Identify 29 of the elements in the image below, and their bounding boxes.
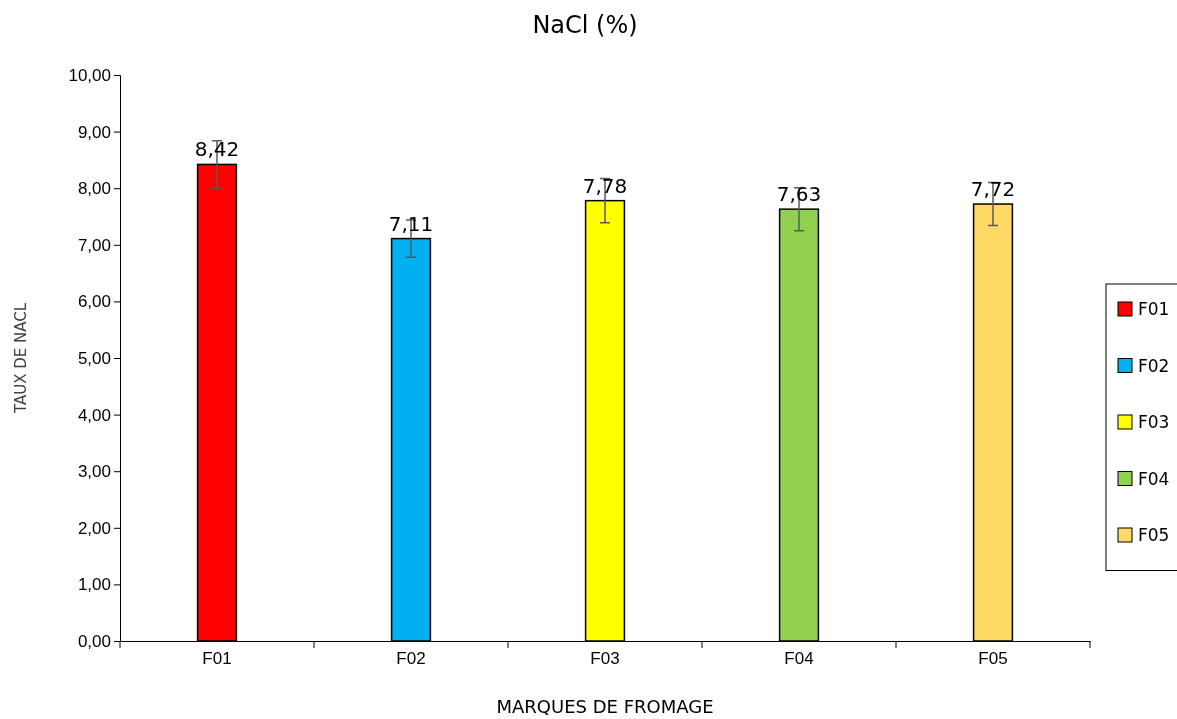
data-label: 7,63 <box>776 182 822 207</box>
data-label: 7,72 <box>970 177 1016 202</box>
y-axis-title: TAUX DE NACL <box>12 302 30 415</box>
data-label: 7,78 <box>582 173 628 198</box>
data-label: 8,42 <box>194 137 240 162</box>
y-tick-label: 6,00 <box>77 292 111 312</box>
y-tick-label: 4,00 <box>77 405 111 425</box>
legend-label: F01 <box>1138 299 1170 319</box>
x-axis-title: MARQUES DE FROMAGE <box>496 696 714 717</box>
x-tick-label: F02 <box>396 649 426 669</box>
legend-label: F05 <box>1138 525 1170 545</box>
y-tick-label: 3,00 <box>77 462 111 482</box>
legend-label: F03 <box>1138 412 1170 432</box>
y-tick-label: 0,00 <box>77 631 111 651</box>
y-tick-label: 10,00 <box>68 65 111 85</box>
legend-label: F02 <box>1138 355 1170 376</box>
y-tick-label: 2,00 <box>77 518 111 538</box>
x-tick-label: F05 <box>978 649 1008 669</box>
chart-title: NaCl (%) <box>532 11 638 39</box>
legend-label: F04 <box>1138 468 1170 489</box>
x-tick-label: F04 <box>784 649 814 669</box>
x-tick-label: F03 <box>590 649 620 669</box>
data-label: 7,11 <box>388 211 434 236</box>
y-tick-label: 8,00 <box>77 179 111 199</box>
y-tick-label: 5,00 <box>77 348 111 368</box>
y-tick-label: 9,00 <box>77 122 111 142</box>
y-tick-label: 7,00 <box>77 235 111 255</box>
y-tick-label: 1,00 <box>77 575 111 595</box>
x-tick-label: F01 <box>202 649 232 669</box>
